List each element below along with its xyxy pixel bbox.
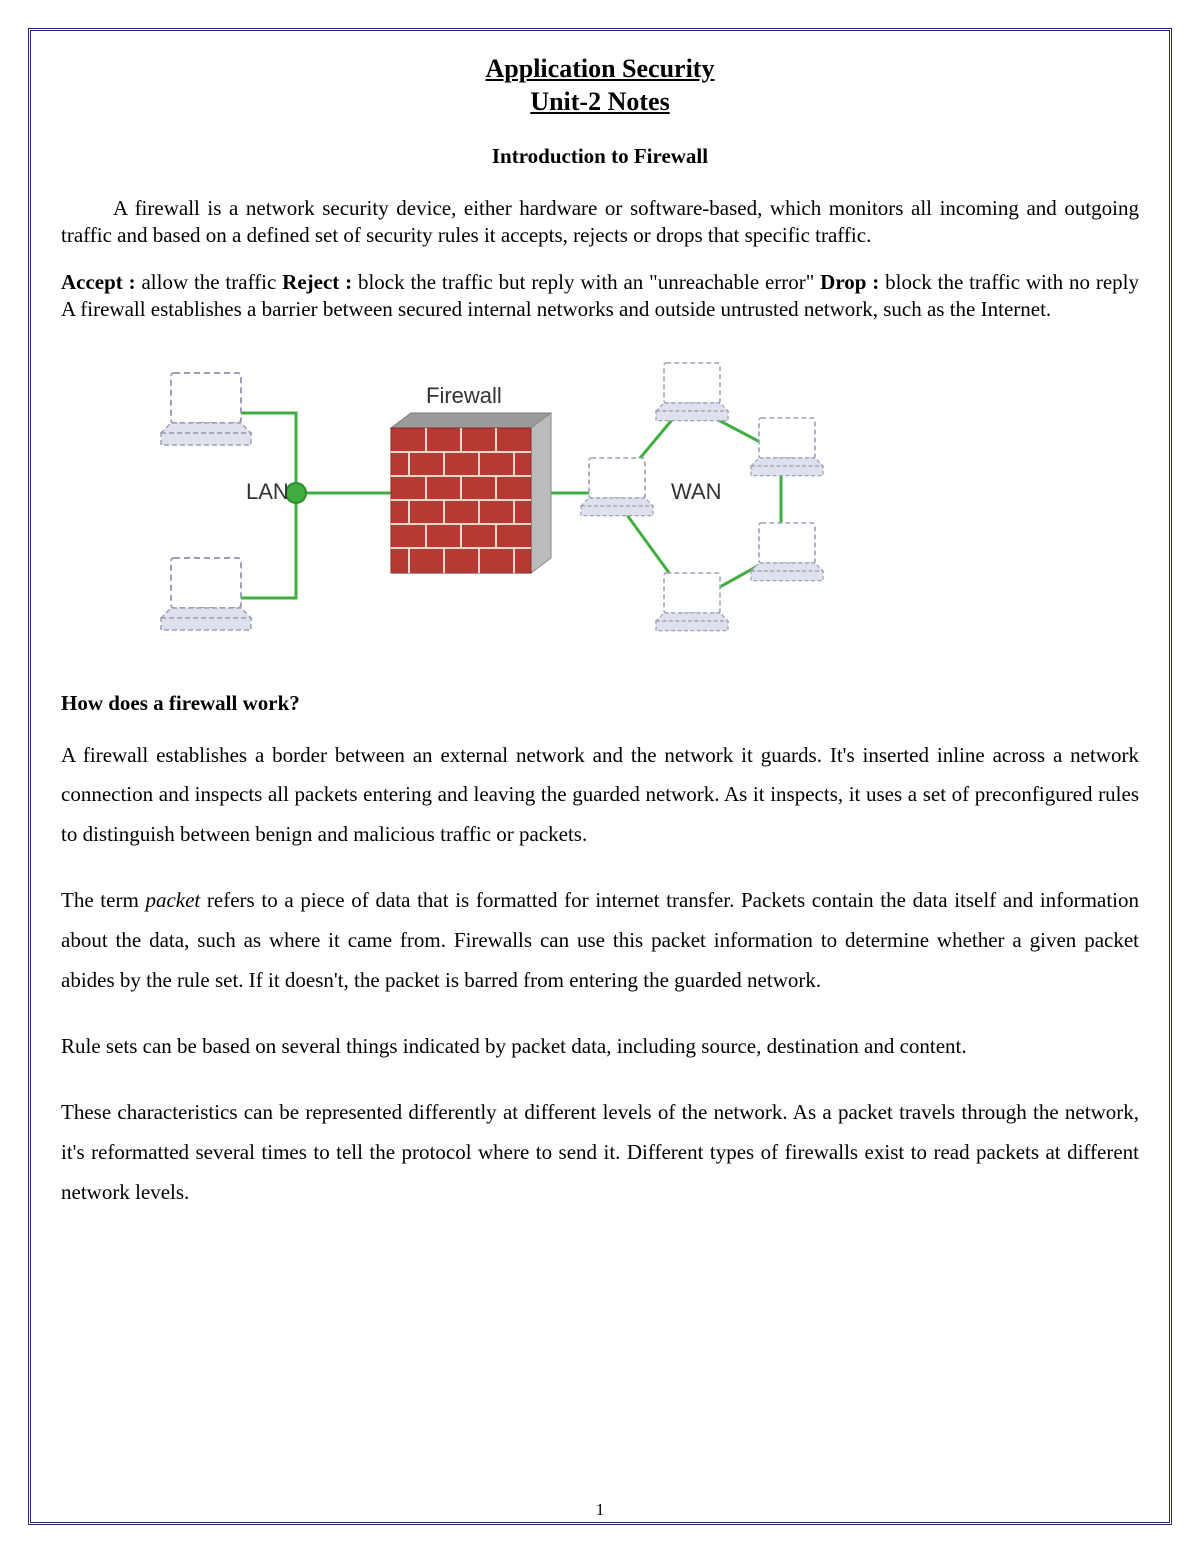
paragraph-3: A firewall establishes a border between …	[61, 736, 1139, 856]
paragraph-6: These characteristics can be represented…	[61, 1093, 1139, 1213]
title-block: Application Security Unit-2 Notes	[61, 53, 1139, 118]
p4-part-b: refers to a piece of data that is format…	[61, 888, 1139, 992]
page-number: 1	[31, 1500, 1169, 1520]
reject-text: block the traffic but reply with an "unr…	[352, 270, 820, 294]
drop-label: Drop :	[820, 270, 879, 294]
wire-lan-bottom	[236, 493, 296, 598]
laptop-wan-4-icon	[751, 523, 823, 581]
laptop-wan-2-icon	[656, 363, 728, 421]
firewall-wall-icon	[391, 413, 551, 573]
laptop-wan-3-icon	[751, 418, 823, 476]
paragraph-4: The term packet refers to a piece of dat…	[61, 881, 1139, 1001]
title-line-1: Application Security	[61, 53, 1139, 86]
paragraph-intro: A firewall is a network security device,…	[61, 195, 1139, 249]
page: Application Security Unit-2 Notes Introd…	[0, 0, 1200, 1553]
heading-how-works: How does a firewall work?	[61, 691, 1139, 716]
laptop-wan-1-icon	[581, 458, 653, 516]
laptop-lan-1-icon	[161, 373, 251, 445]
body-text: A firewall establishes a border between …	[61, 736, 1139, 1213]
laptop-lan-2-icon	[161, 558, 251, 630]
accept-text: allow the traffic	[136, 270, 283, 294]
lan-hub-icon	[286, 483, 306, 503]
accept-label: Accept :	[61, 270, 136, 294]
firewall-diagram-svg: Firewall LAN WAN	[131, 343, 831, 663]
section-heading: Introduction to Firewall	[61, 144, 1139, 169]
diagram-label-firewall: Firewall	[426, 383, 502, 408]
title-line-2: Unit-2 Notes	[61, 86, 1139, 119]
paragraph-5: Rule sets can be based on several things…	[61, 1027, 1139, 1067]
page-border: Application Security Unit-2 Notes Introd…	[28, 28, 1172, 1525]
paragraph-actions: Accept : allow the traffic Reject : bloc…	[61, 269, 1139, 323]
reject-label: Reject :	[282, 270, 352, 294]
p4-italic: packet	[145, 888, 200, 912]
diagram-label-lan: LAN	[246, 479, 289, 504]
p4-part-a: The term	[61, 888, 145, 912]
laptop-wan-5-icon	[656, 573, 728, 631]
diagram-label-wan: WAN	[671, 479, 722, 504]
firewall-diagram: Firewall LAN WAN	[131, 343, 831, 663]
